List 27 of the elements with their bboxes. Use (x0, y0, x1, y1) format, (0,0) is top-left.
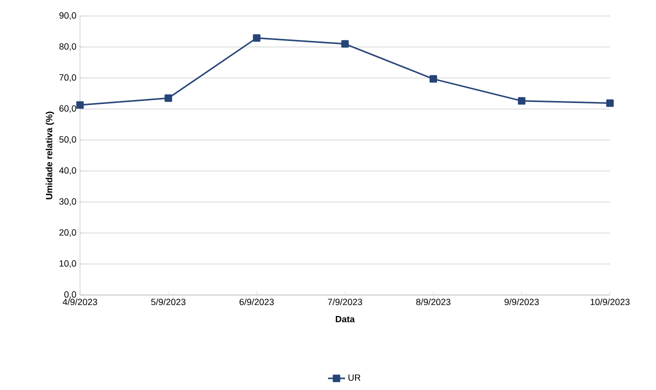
y-tick-label: 0,0 (64, 291, 76, 299)
y-tick-label: 40,0 (59, 167, 76, 175)
point (164, 94, 172, 102)
y-tick-label: 80,0 (59, 43, 76, 51)
point (430, 75, 438, 83)
point (518, 97, 526, 105)
y-tick-label: 20,0 (59, 229, 76, 237)
y-tick-label: 60,0 (59, 105, 76, 113)
y-tick-label: 10,0 (60, 260, 76, 268)
y-tick-label: 50,0 (59, 136, 76, 144)
y-tick-label: 70,0 (59, 74, 76, 82)
x-tick-label: 6/9/2023 (240, 298, 274, 306)
y-tick-label: 90,0 (59, 12, 76, 20)
x-axis-title: Data (336, 316, 355, 322)
x-tick-label: 7/9/2023 (328, 298, 362, 306)
x-tick-label: 8/9/2023 (416, 298, 450, 306)
y-tick-label: 30,0 (59, 198, 76, 206)
point (606, 99, 614, 107)
x-tick-label: 10/9/2023 (590, 298, 630, 306)
point (341, 40, 349, 48)
point (76, 101, 84, 109)
y-axis-title: Umidade relativa (%) (46, 112, 54, 200)
x-tick-label: 5/9/2023 (151, 298, 186, 306)
x-tick-label: 9/9/2023 (504, 298, 539, 306)
legend-label: UR (348, 374, 360, 381)
x-tick-label: 4/9/2023 (62, 298, 98, 306)
point (252, 34, 260, 42)
